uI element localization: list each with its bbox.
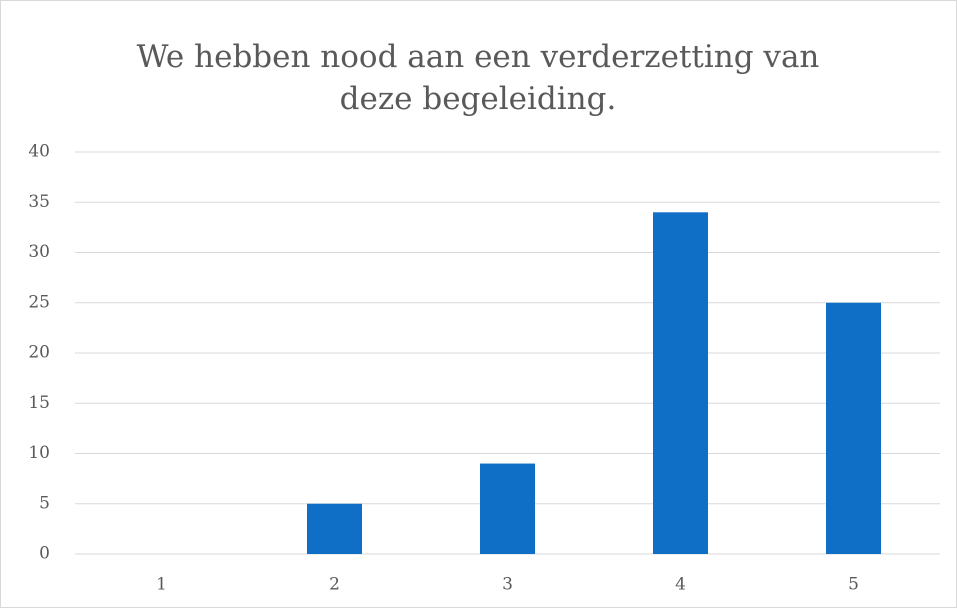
bar (826, 302, 881, 554)
x-tick-label: 5 (848, 575, 859, 595)
x-tick-label: 2 (329, 575, 340, 595)
x-tick-label: 3 (502, 575, 513, 595)
y-tick-label: 40 (28, 142, 50, 162)
y-tick-label: 30 (28, 242, 50, 262)
y-tick-label: 35 (28, 192, 50, 212)
bar (480, 463, 535, 554)
y-tick-label: 20 (28, 343, 50, 363)
y-tick-label: 15 (28, 393, 50, 413)
bar (307, 503, 362, 554)
y-tick-label: 25 (28, 292, 50, 312)
x-tick-label: 1 (156, 575, 167, 595)
y-tick-label: 10 (28, 443, 50, 463)
chart-title: We hebben nood aan een verderzetting van… (136, 39, 820, 117)
x-tick-label: 4 (675, 575, 686, 595)
y-tick-label: 0 (39, 544, 50, 564)
bar (653, 212, 708, 555)
y-tick-label: 5 (39, 493, 50, 513)
